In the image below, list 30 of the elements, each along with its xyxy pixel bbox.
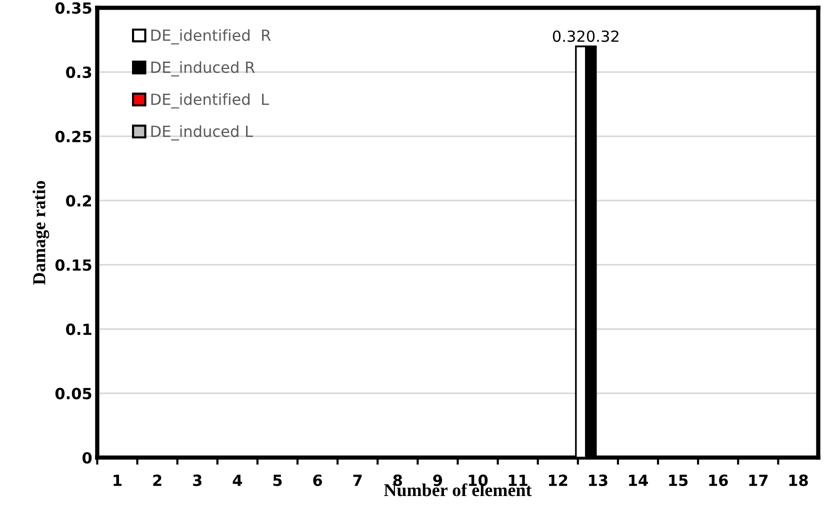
legend-label: DE_induced R: [151, 61, 255, 76]
data-label: 0.32: [586, 30, 618, 42]
data-label: 0.32: [552, 30, 584, 42]
x-tick-label: 5: [273, 474, 282, 486]
legend-label: DE_identified L: [151, 93, 270, 108]
y-tick-label: 0.3: [66, 66, 92, 78]
legend-label: DE_induced L: [151, 125, 253, 140]
y-tick-label: 0.1: [66, 324, 92, 336]
x-tick-label: 13: [589, 474, 608, 486]
y-tick-label: 0.25: [55, 130, 92, 142]
x-tick-label: 4: [232, 474, 242, 486]
y-tick-label: 0: [82, 452, 92, 464]
x-tick-label: 1: [114, 474, 122, 486]
x-tick-label: 14: [629, 474, 648, 486]
x-tick-label: 11: [508, 474, 528, 486]
y-axis-title: Damage ratio: [32, 180, 50, 285]
y-tick-label: 0.15: [55, 259, 92, 271]
y-tick-label: 0.2: [66, 195, 92, 207]
x-tick-label: 3: [193, 474, 202, 486]
x-tick-label: 6: [313, 474, 322, 486]
x-tick-label: 16: [709, 474, 728, 486]
x-tick-label: 2: [153, 474, 162, 486]
y-tick-label: 0.05: [55, 388, 92, 400]
x-tick-label: 18: [789, 474, 808, 486]
legend-label: DE_identified R: [151, 29, 271, 44]
x-tick-label: 15: [669, 474, 688, 486]
y-tick-label: 0.35: [55, 2, 92, 14]
x-tick-label: 7: [353, 474, 362, 486]
x-tick-label: 12: [548, 474, 568, 486]
x-tick-label: 17: [749, 474, 768, 486]
